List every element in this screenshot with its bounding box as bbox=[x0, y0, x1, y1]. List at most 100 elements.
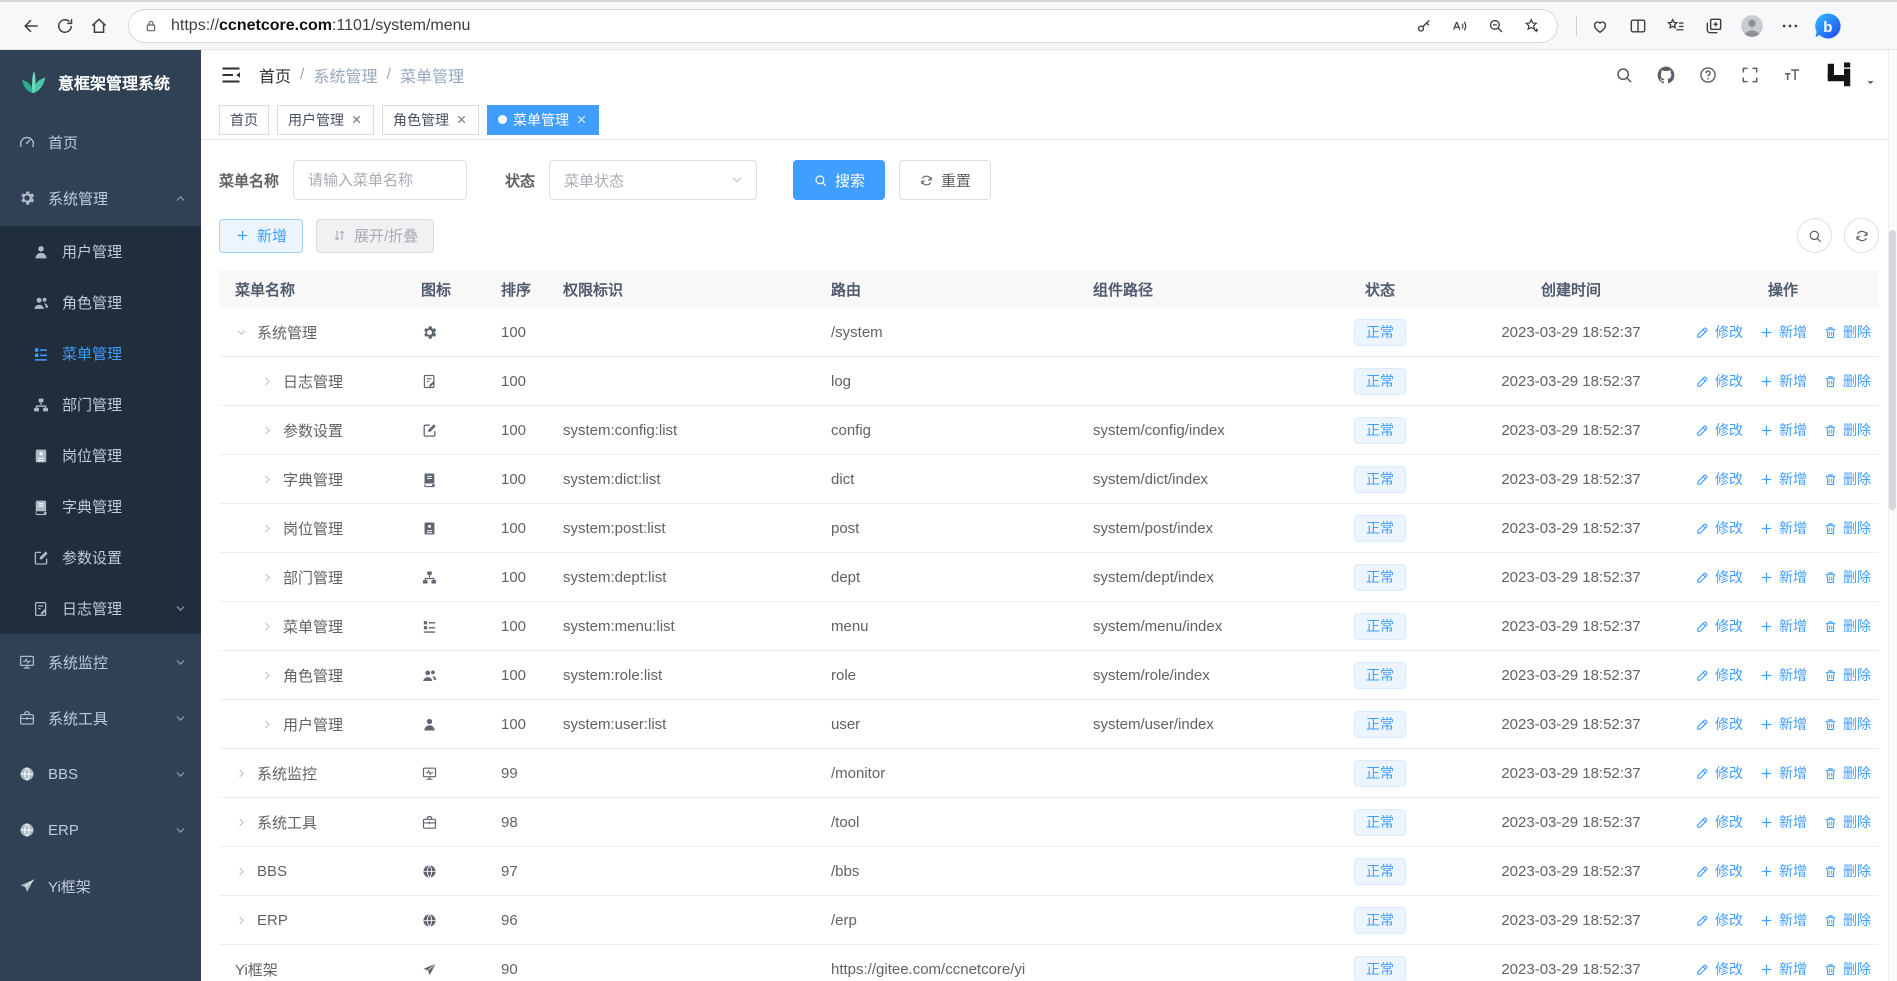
add-link[interactable]: 新增 bbox=[1759, 812, 1807, 832]
sidebar-item-log[interactable]: 日志管理 bbox=[0, 583, 201, 634]
refresh-table-button[interactable] bbox=[1844, 218, 1879, 253]
edit-link[interactable]: 修改 bbox=[1695, 322, 1743, 342]
sidebar-item-erp[interactable]: ERP bbox=[0, 802, 201, 858]
delete-link[interactable]: 删除 bbox=[1823, 518, 1871, 538]
scrollbar-thumb[interactable] bbox=[1889, 230, 1896, 510]
status-select[interactable]: 菜单状态 bbox=[549, 160, 758, 200]
close-icon[interactable] bbox=[575, 113, 588, 126]
tree-expand-icon[interactable] bbox=[261, 620, 274, 633]
tree-expand-icon[interactable] bbox=[261, 718, 274, 731]
tab-菜单管理[interactable]: 菜单管理 bbox=[487, 104, 599, 135]
sidebar-item-tool[interactable]: 系统工具 bbox=[0, 690, 201, 746]
add-link[interactable]: 新增 bbox=[1759, 910, 1807, 930]
edit-link[interactable]: 修改 bbox=[1695, 861, 1743, 881]
tab-用户管理[interactable]: 用户管理 bbox=[277, 104, 374, 135]
delete-link[interactable]: 删除 bbox=[1823, 420, 1871, 440]
reload-icon[interactable] bbox=[48, 9, 82, 43]
collections-icon[interactable] bbox=[1697, 9, 1731, 43]
user-yi-logo[interactable] bbox=[1824, 60, 1854, 90]
add-link[interactable]: 新增 bbox=[1759, 420, 1807, 440]
delete-link[interactable]: 删除 bbox=[1823, 812, 1871, 832]
profile-avatar[interactable] bbox=[1735, 9, 1769, 43]
delete-link[interactable]: 删除 bbox=[1823, 714, 1871, 734]
sidebar-item-bbs[interactable]: BBS bbox=[0, 746, 201, 802]
split-screen-icon[interactable] bbox=[1621, 9, 1655, 43]
add-button[interactable]: 新增 bbox=[219, 218, 304, 253]
sidebar-item-menu[interactable]: 菜单管理 bbox=[0, 328, 201, 379]
delete-link[interactable]: 删除 bbox=[1823, 567, 1871, 587]
tree-expand-icon[interactable] bbox=[235, 816, 248, 829]
tree-expand-icon[interactable] bbox=[235, 865, 248, 878]
home-icon[interactable] bbox=[82, 9, 116, 43]
delete-link[interactable]: 删除 bbox=[1823, 910, 1871, 930]
edit-link[interactable]: 修改 bbox=[1695, 959, 1743, 979]
edit-link[interactable]: 修改 bbox=[1695, 714, 1743, 734]
edit-link[interactable]: 修改 bbox=[1695, 616, 1743, 636]
password-key-icon[interactable] bbox=[1409, 11, 1439, 41]
tab-角色管理[interactable]: 角色管理 bbox=[382, 104, 479, 135]
reset-button[interactable]: 重置 bbox=[899, 160, 992, 200]
sidebar-item-post[interactable]: 岗位管理 bbox=[0, 430, 201, 481]
address-bar[interactable]: https://ccnetcore.com:1101/system/menu bbox=[128, 8, 1558, 43]
menu-name-input[interactable] bbox=[293, 160, 468, 200]
sidebar-item-monitor[interactable]: 系统监控 bbox=[0, 634, 201, 690]
delete-link[interactable]: 删除 bbox=[1823, 665, 1871, 685]
user-caret-down-icon[interactable] bbox=[1864, 76, 1877, 89]
add-link[interactable]: 新增 bbox=[1759, 763, 1807, 783]
add-link[interactable]: 新增 bbox=[1759, 371, 1807, 391]
page-scrollbar[interactable] bbox=[1888, 50, 1897, 981]
add-link[interactable]: 新增 bbox=[1759, 469, 1807, 489]
sidebar-item-home[interactable]: 首页 bbox=[0, 114, 201, 170]
add-link[interactable]: 新增 bbox=[1759, 861, 1807, 881]
collapse-sidebar-icon[interactable] bbox=[219, 63, 243, 87]
sidebar-item-config[interactable]: 参数设置 bbox=[0, 532, 201, 583]
sidebar-item-yi[interactable]: Yi框架 bbox=[0, 858, 201, 914]
close-icon[interactable] bbox=[350, 113, 363, 126]
delete-link[interactable]: 删除 bbox=[1823, 469, 1871, 489]
edit-link[interactable]: 修改 bbox=[1695, 763, 1743, 783]
edit-link[interactable]: 修改 bbox=[1695, 420, 1743, 440]
sidebar-item-dict[interactable]: 字典管理 bbox=[0, 481, 201, 532]
favorites-icon[interactable] bbox=[1659, 9, 1693, 43]
github-icon[interactable] bbox=[1656, 65, 1676, 85]
search-button[interactable]: 搜索 bbox=[793, 160, 886, 200]
tree-expand-icon[interactable] bbox=[261, 669, 274, 682]
back-icon[interactable] bbox=[14, 9, 48, 43]
edit-link[interactable]: 修改 bbox=[1695, 812, 1743, 832]
browser-essentials-icon[interactable] bbox=[1583, 9, 1617, 43]
edit-link[interactable]: 修改 bbox=[1695, 518, 1743, 538]
add-link[interactable]: 新增 bbox=[1759, 518, 1807, 538]
delete-link[interactable]: 删除 bbox=[1823, 322, 1871, 342]
add-link[interactable]: 新增 bbox=[1759, 567, 1807, 587]
fullscreen-icon[interactable] bbox=[1740, 65, 1760, 85]
tree-collapse-icon[interactable] bbox=[235, 326, 248, 339]
header-search-icon[interactable] bbox=[1614, 65, 1634, 85]
tree-expand-icon[interactable] bbox=[235, 767, 248, 780]
sidebar-item-role[interactable]: 角色管理 bbox=[0, 277, 201, 328]
edit-link[interactable]: 修改 bbox=[1695, 371, 1743, 391]
tree-expand-icon[interactable] bbox=[261, 375, 274, 388]
tree-expand-icon[interactable] bbox=[235, 914, 248, 927]
help-icon[interactable] bbox=[1698, 65, 1718, 85]
add-link[interactable]: 新增 bbox=[1759, 616, 1807, 636]
sidebar-item-user[interactable]: 用户管理 bbox=[0, 226, 201, 277]
close-icon[interactable] bbox=[455, 113, 468, 126]
breadcrumb-home[interactable]: 首页 bbox=[259, 69, 292, 86]
tab-首页[interactable]: 首页 bbox=[219, 104, 269, 135]
tree-expand-icon[interactable] bbox=[261, 522, 274, 535]
delete-link[interactable]: 删除 bbox=[1823, 616, 1871, 636]
sidebar-item-system[interactable]: 系统管理 bbox=[0, 170, 201, 226]
read-aloud-icon[interactable] bbox=[1445, 11, 1475, 41]
bing-chat-icon[interactable] bbox=[1811, 9, 1845, 43]
delete-link[interactable]: 删除 bbox=[1823, 959, 1871, 979]
zoom-out-icon[interactable] bbox=[1481, 11, 1511, 41]
tree-expand-icon[interactable] bbox=[261, 473, 274, 486]
edit-link[interactable]: 修改 bbox=[1695, 910, 1743, 930]
expand-collapse-button[interactable]: 展开/折叠 bbox=[316, 218, 435, 253]
font-size-icon[interactable] bbox=[1782, 65, 1802, 85]
edit-link[interactable]: 修改 bbox=[1695, 665, 1743, 685]
add-link[interactable]: 新增 bbox=[1759, 959, 1807, 979]
edit-link[interactable]: 修改 bbox=[1695, 567, 1743, 587]
delete-link[interactable]: 删除 bbox=[1823, 371, 1871, 391]
delete-link[interactable]: 删除 bbox=[1823, 763, 1871, 783]
